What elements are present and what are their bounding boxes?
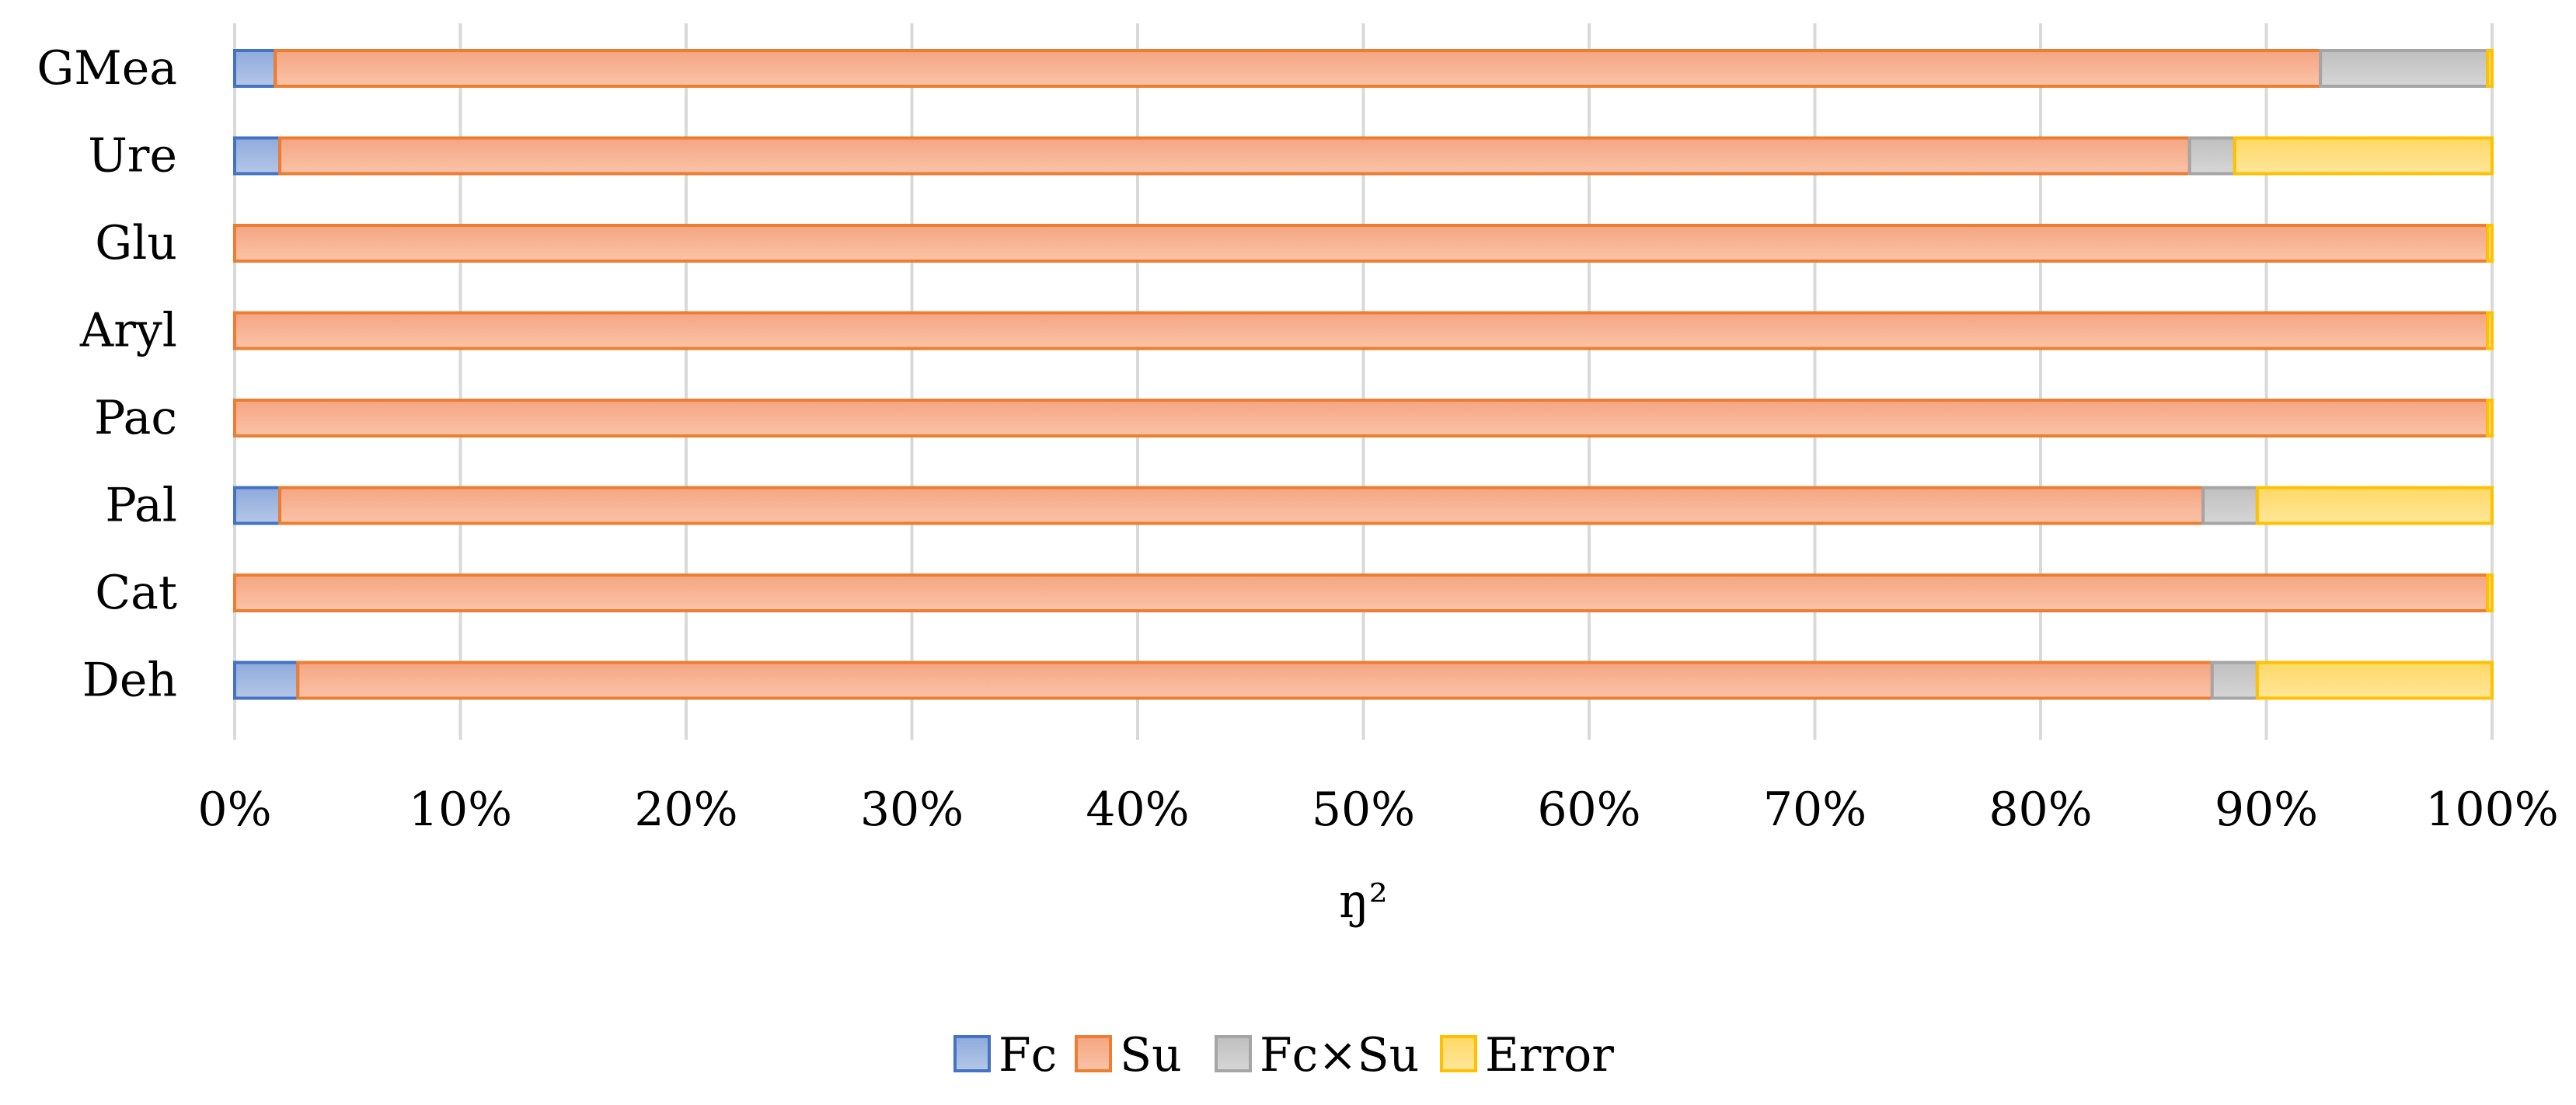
bar-segment-Fc×Su xyxy=(2210,661,2259,700)
bar-segment-Su xyxy=(233,573,2490,612)
bar-segment-Fc xyxy=(233,486,282,525)
bar-segment-Su xyxy=(278,486,2205,525)
category-label: Deh xyxy=(82,654,177,708)
bar-segment-Fc xyxy=(233,661,300,700)
bar-segment-Error xyxy=(2233,136,2494,176)
x-axis-title: ŋ² xyxy=(1339,874,1388,929)
legend-label: Fc xyxy=(999,1028,1057,1082)
legend-swatch xyxy=(953,1035,991,1072)
x-tick-labels: 0% 10% 20% 30% 40% 50% 60% 70% 80% 90% 100% xyxy=(197,783,2558,837)
bar-segment-Fc xyxy=(233,49,277,88)
x-tick-label: 70% xyxy=(1763,783,1867,837)
bar-segment-Fc xyxy=(233,136,282,176)
category-label: Ure xyxy=(88,129,177,183)
bar-segment-Su xyxy=(233,311,2490,350)
bar-segment-Fc×Su xyxy=(2187,136,2236,176)
bar-segment-Error xyxy=(2486,311,2494,350)
category-labels: GMea Ure Glu Aryl Pac Pal Cat Deh xyxy=(37,41,177,708)
bar-segment-Error xyxy=(2486,224,2494,263)
legend-label: Error xyxy=(1485,1028,1614,1082)
category-label: Pac xyxy=(94,391,177,445)
legend-label: Su xyxy=(1120,1028,1182,1082)
x-tick-label: 100% xyxy=(2425,783,2559,837)
bar-segment-Su xyxy=(274,49,2323,88)
category-label: GMea xyxy=(37,41,177,96)
bar-segment-Error xyxy=(2486,399,2494,437)
gridlines xyxy=(233,23,2494,740)
bar-segment-Error xyxy=(2255,661,2494,700)
bar-segment-Error xyxy=(2255,486,2494,525)
x-tick-label: 60% xyxy=(1537,783,1640,837)
bar-segment-Error xyxy=(2486,49,2494,88)
category-label: Cat xyxy=(95,566,177,620)
x-tick-label: 20% xyxy=(634,783,737,837)
x-tick-label: 40% xyxy=(1086,783,1189,837)
category-label: Glu xyxy=(95,216,177,270)
bar-segment-Su xyxy=(233,399,2490,437)
bar-segment-Su xyxy=(296,661,2214,700)
category-label: Aryl xyxy=(79,304,177,358)
bar-segment-Fc×Su xyxy=(2319,49,2490,88)
legend: Fc Su Fc×Su Error xyxy=(953,1028,1614,1082)
x-tick-label: 10% xyxy=(409,783,512,837)
x-tick-label: 30% xyxy=(860,783,964,837)
x-tick-label: 50% xyxy=(1312,783,1415,837)
x-tick-label: 0% xyxy=(197,783,271,837)
bar-segment-Su xyxy=(233,224,2490,263)
bar-segment-Fc×Su xyxy=(2201,486,2259,525)
x-tick-label: 80% xyxy=(1989,783,2092,837)
bar-segment-Su xyxy=(278,136,2191,176)
bar-segment-Error xyxy=(2486,573,2494,612)
legend-label: Fc×Su xyxy=(1260,1028,1419,1082)
category-label: Pal xyxy=(105,479,177,533)
legend-swatch xyxy=(1440,1035,1477,1072)
bars xyxy=(233,49,2494,700)
legend-swatch xyxy=(1215,1035,1252,1072)
x-tick-label: 90% xyxy=(2215,783,2318,837)
legend-swatch xyxy=(1075,1035,1112,1072)
